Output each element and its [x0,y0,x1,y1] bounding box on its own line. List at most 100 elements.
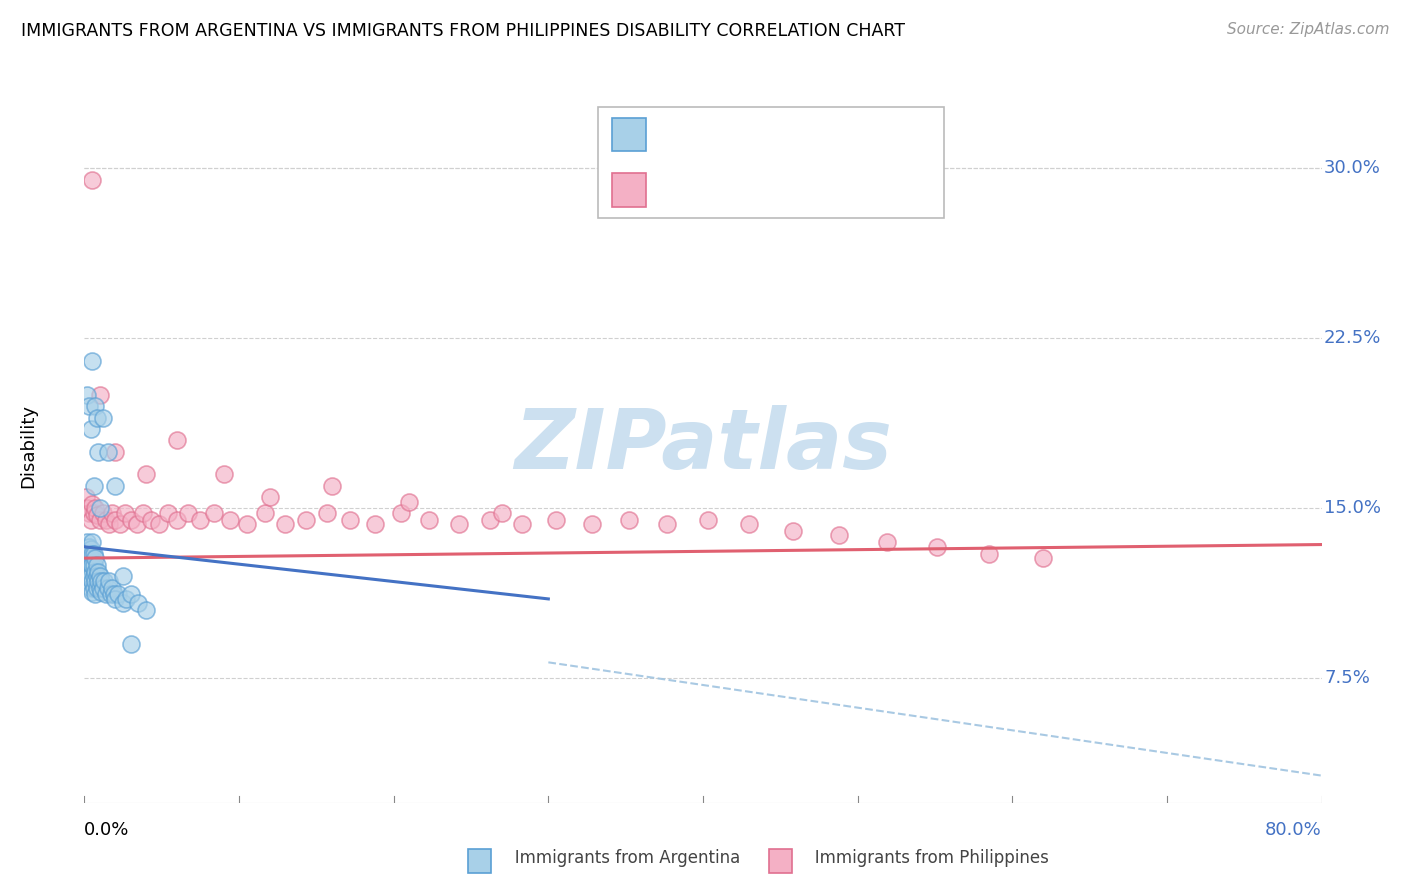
Point [82,354,104,368]
Point [77,540,100,554]
Point [132,506,155,520]
Point [83,581,105,595]
Point [83,506,105,520]
Point [84,565,107,579]
Point [96,581,118,595]
Text: ZIPatlas: ZIPatlas [515,406,891,486]
Point [89,513,111,527]
Point [82,497,104,511]
Point [112,597,135,611]
Point [98,517,121,532]
Point [77,574,100,588]
Point [91,410,114,425]
Point [107,587,129,601]
Text: 22.5%: 22.5% [1324,329,1382,347]
Point [86,581,108,595]
Point [274,517,297,532]
Point [135,467,157,482]
Point [77,553,100,567]
Point [91,581,114,595]
Point [96,444,118,458]
Point [86,508,108,522]
Point [166,434,188,448]
Text: 80.0%: 80.0% [1265,821,1322,838]
Point [148,517,170,532]
Point [294,513,316,527]
Point [84,574,107,588]
Point [103,587,125,601]
Point [114,506,136,520]
Point [101,581,124,595]
Point [218,513,240,527]
Text: Immigrants from Philippines: Immigrants from Philippines [799,849,1049,867]
Point [321,478,343,492]
Point [89,581,111,595]
Point [104,513,127,527]
Point [83,547,105,561]
Text: 30.0%: 30.0% [1324,160,1381,178]
Point [76,535,98,549]
Point [89,569,111,583]
Point [202,506,225,520]
Bar [468,848,491,873]
Point [84,551,107,566]
Point [364,517,387,532]
Point [339,513,361,527]
Point [101,506,124,520]
Point [696,513,718,527]
Text: IMMIGRANTS FROM ARGENTINA VS IMMIGRANTS FROM PHILIPPINES DISABILITY CORRELATION : IMMIGRANTS FROM ARGENTINA VS IMMIGRANTS … [21,22,905,40]
Text: Immigrants from Argentina: Immigrants from Argentina [499,849,741,867]
Point [876,535,898,549]
Point [79,513,101,527]
Point [738,517,761,532]
Point [77,569,100,583]
Point [76,565,98,579]
Text: 0.0%: 0.0% [84,821,129,838]
Point [127,597,149,611]
Point [139,513,162,527]
Text: 7.5%: 7.5% [1324,669,1369,687]
Point [546,513,568,527]
Point [89,388,111,402]
Point [76,388,98,402]
Point [86,569,108,583]
Point [98,574,121,588]
Point [77,400,100,414]
Point [259,490,281,504]
Point [84,400,107,414]
Point [120,587,142,601]
Point [125,517,148,532]
Point [657,517,679,532]
Point [75,490,97,504]
Point [156,506,179,520]
Point [977,547,1000,561]
Point [398,494,420,508]
Point [86,558,108,572]
Point [79,422,101,436]
Point [75,547,97,561]
Point [87,444,110,458]
Bar [769,848,792,873]
Point [235,517,259,532]
Point [94,587,117,601]
Point [925,540,948,554]
Point [1032,551,1054,566]
Text: 15.0%: 15.0% [1324,500,1381,517]
Point [79,569,101,583]
Point [120,513,142,527]
Point [83,558,105,572]
Point [108,517,131,532]
Point [316,506,339,520]
Point [212,467,235,482]
Point [94,513,117,527]
Point [389,506,413,520]
Point [82,535,104,549]
Point [782,524,804,538]
Point [77,506,100,520]
Point [104,591,127,606]
Point [82,585,104,599]
Point [104,444,127,458]
Point [89,501,111,516]
Point [90,574,112,588]
Point [115,591,138,606]
